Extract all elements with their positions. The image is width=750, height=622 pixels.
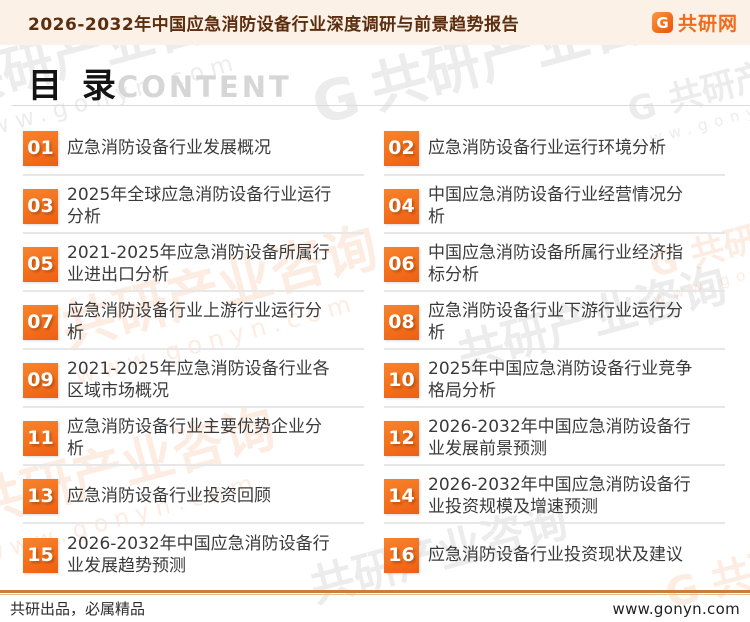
toc-item-label: 2025年中国应急消防设备行业竞争格局分析 bbox=[428, 359, 693, 401]
toc-item-number: 14 bbox=[384, 478, 419, 514]
toc-heading: 目 录 CONTENT bbox=[28, 58, 750, 107]
toc-item-label: 应急消防设备行业投资现状及建议 bbox=[428, 545, 683, 565]
toc-item-number: 15 bbox=[23, 537, 58, 573]
toc-item-text-wrap: 2026-2032年中国应急消防设备行业投资规模及增速预测 bbox=[428, 475, 696, 517]
toc-item-number: 09 bbox=[23, 362, 58, 398]
footer-divider-thin bbox=[0, 594, 750, 595]
footer-divider-thick bbox=[0, 590, 750, 593]
toc-item-text-wrap: 2021-2025年应急消防设备所属行业进出口分析 bbox=[67, 243, 335, 285]
toc-item-text-wrap: 2025年全球应急消防设备行业运行分析 bbox=[67, 185, 335, 227]
toc-item-text-wrap: 应急消防设备行业投资现状及建议 bbox=[428, 538, 683, 573]
toc-item[interactable]: 10 2025年中国应急消防设备行业竞争格局分析 bbox=[384, 350, 725, 408]
footer-divider bbox=[0, 590, 750, 595]
toc-item[interactable]: 15 2026-2032年中国应急消防设备行业发展趋势预测 bbox=[23, 524, 364, 582]
toc-item-text-wrap: 中国应急消防设备所属行业经济指标分析 bbox=[428, 243, 696, 285]
toc-item[interactable]: 14 2026-2032年中国应急消防设备行业投资规模及增速预测 bbox=[384, 466, 725, 524]
toc-item-number: 11 bbox=[23, 420, 58, 456]
toc-item[interactable]: 09 2021-2025年应急消防设备行业各区域市场概况 bbox=[23, 350, 364, 408]
toc-item-label: 应急消防设备行业上游行业运行分析 bbox=[67, 301, 322, 343]
toc-item[interactable]: 12 2026-2032年中国应急消防设备行业发展前景预测 bbox=[384, 408, 725, 466]
heading-divider bbox=[12, 105, 750, 106]
toc-item-label: 2026-2032年中国应急消防设备行业投资规模及增速预测 bbox=[428, 475, 691, 517]
toc-item-text-wrap: 应急消防设备行业下游行业运行分析 bbox=[428, 301, 696, 343]
footer-slogan: 共研出品，必属精品 bbox=[10, 600, 146, 618]
toc-item-number: 04 bbox=[384, 188, 419, 224]
toc-item-text-wrap: 应急消防设备行业主要优势企业分析 bbox=[67, 417, 335, 459]
toc-item[interactable]: 07 应急消防设备行业上游行业运行分析 bbox=[23, 292, 364, 350]
toc-item-number: 06 bbox=[384, 246, 419, 282]
toc-item-number: 07 bbox=[23, 304, 58, 340]
toc-item-number: 02 bbox=[384, 130, 419, 166]
toc-item-text-wrap: 2021-2025年应急消防设备行业各区域市场概况 bbox=[67, 359, 335, 401]
toc-item[interactable]: 01 应急消防设备行业发展概况 bbox=[23, 118, 364, 176]
toc-subtitle: CONTENT bbox=[116, 70, 292, 104]
toc-item-number: 13 bbox=[23, 478, 58, 514]
toc-item-label: 2026-2032年中国应急消防设备行业发展前景预测 bbox=[428, 417, 691, 459]
toc-item[interactable]: 04 中国应急消防设备行业经营情况分析 bbox=[384, 176, 725, 234]
toc-item-text-wrap: 中国应急消防设备行业经营情况分析 bbox=[428, 185, 696, 227]
toc-item[interactable]: 05 2021-2025年应急消防设备所属行业进出口分析 bbox=[23, 234, 364, 292]
toc-item-number: 08 bbox=[384, 304, 419, 340]
toc-item-number: 16 bbox=[384, 537, 419, 573]
toc-item-number: 05 bbox=[23, 246, 58, 282]
header-bar: 2026-2032年中国应急消防设备行业深度调研与前景趋势报告 G 共研网 bbox=[0, 0, 750, 45]
toc-item-label: 中国应急消防设备行业经营情况分析 bbox=[428, 185, 683, 227]
brand-g-icon: G bbox=[651, 12, 673, 33]
toc-item-number: 03 bbox=[23, 188, 58, 224]
toc-item-text-wrap: 2025年中国应急消防设备行业竞争格局分析 bbox=[428, 359, 696, 401]
toc-grid: 01 应急消防设备行业发展概况 03 2025年全球应急消防设备行业运行分析 0… bbox=[23, 118, 725, 582]
toc-item-text-wrap: 应急消防设备行业上游行业运行分析 bbox=[67, 301, 335, 343]
toc-item[interactable]: 03 2025年全球应急消防设备行业运行分析 bbox=[23, 176, 364, 234]
toc-item-label: 中国应急消防设备所属行业经济指标分析 bbox=[428, 243, 683, 285]
toc-item-label: 2026-2032年中国应急消防设备行业发展趋势预测 bbox=[67, 534, 330, 576]
toc-item-text-wrap: 应急消防设备行业运行环境分析 bbox=[428, 131, 666, 166]
toc-item-label: 应急消防设备行业投资回顾 bbox=[67, 486, 271, 506]
toc-item-number: 01 bbox=[23, 130, 58, 166]
toc-item-text-wrap: 2026-2032年中国应急消防设备行业发展趋势预测 bbox=[67, 534, 335, 576]
toc-item[interactable]: 16 应急消防设备行业投资现状及建议 bbox=[384, 524, 725, 582]
toc-item[interactable]: 08 应急消防设备行业下游行业运行分析 bbox=[384, 292, 725, 350]
toc-item[interactable]: 11 应急消防设备行业主要优势企业分析 bbox=[23, 408, 364, 466]
toc-item-text-wrap: 应急消防设备行业投资回顾 bbox=[67, 479, 271, 514]
brand-name: 共研网 bbox=[677, 13, 738, 35]
footer-bar: 共研出品，必属精品 www.gonyn.com bbox=[10, 598, 740, 619]
toc-item-label: 应急消防设备行业下游行业运行分析 bbox=[428, 301, 683, 343]
report-title: 2026-2032年中国应急消防设备行业深度调研与前景趋势报告 bbox=[28, 15, 520, 35]
toc-item-label: 2021-2025年应急消防设备行业各区域市场概况 bbox=[67, 359, 330, 401]
toc-item[interactable]: 13 应急消防设备行业投资回顾 bbox=[23, 466, 364, 524]
toc-item-number: 10 bbox=[384, 362, 419, 398]
toc-item[interactable]: 02 应急消防设备行业运行环境分析 bbox=[384, 118, 725, 176]
toc-item-number: 12 bbox=[384, 420, 419, 456]
toc-column-left: 01 应急消防设备行业发展概况 03 2025年全球应急消防设备行业运行分析 0… bbox=[23, 118, 364, 582]
toc-item-label: 2021-2025年应急消防设备所属行业进出口分析 bbox=[67, 243, 330, 285]
toc-item-text-wrap: 应急消防设备行业发展概况 bbox=[67, 131, 271, 166]
site-logo[interactable]: G 共研网 bbox=[651, 9, 738, 36]
toc-item-label: 应急消防设备行业主要优势企业分析 bbox=[67, 417, 322, 459]
footer-website[interactable]: www.gonyn.com bbox=[612, 599, 740, 618]
toc-title: 目 录 bbox=[28, 66, 120, 106]
toc-item-label: 应急消防设备行业发展概况 bbox=[67, 138, 271, 158]
toc-column-right: 02 应急消防设备行业运行环境分析 04 中国应急消防设备行业经营情况分析 06… bbox=[384, 118, 725, 582]
toc-item-label: 2025年全球应急消防设备行业运行分析 bbox=[67, 185, 332, 227]
toc-item-label: 应急消防设备行业运行环境分析 bbox=[428, 138, 666, 158]
toc-item-text-wrap: 2026-2032年中国应急消防设备行业发展前景预测 bbox=[428, 417, 696, 459]
toc-item[interactable]: 06 中国应急消防设备所属行业经济指标分析 bbox=[384, 234, 725, 292]
